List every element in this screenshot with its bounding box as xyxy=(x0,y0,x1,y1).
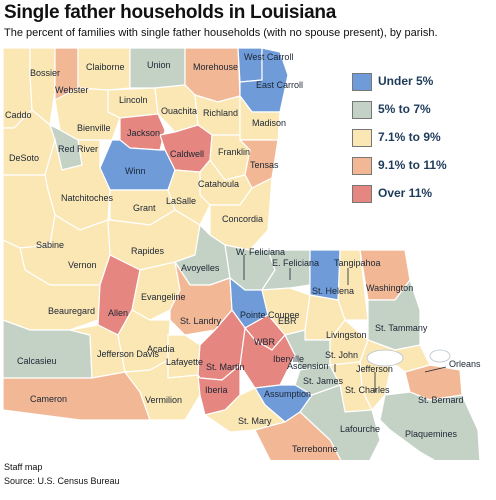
label-ebr: EBR xyxy=(278,316,297,326)
label-ascension: Ascension xyxy=(287,361,329,371)
label-winn: Winn xyxy=(125,166,146,176)
label-rapides: Rapides xyxy=(131,246,165,256)
lakes-layer xyxy=(366,349,451,367)
label-beauregard: Beauregard xyxy=(48,306,95,316)
label-evangeline: Evangeline xyxy=(141,292,186,302)
label-caddo: Caddo xyxy=(5,110,32,120)
label-bossier: Bossier xyxy=(30,68,60,78)
legend-swatch xyxy=(352,73,372,91)
legend-item-5-to-7: 5% to 7% xyxy=(352,98,492,126)
label-catahoula: Catahoula xyxy=(198,179,239,189)
label-livingston: Livingston xyxy=(326,330,367,340)
legend-label: Over 11% xyxy=(378,186,433,200)
label-red-river: Red River xyxy=(58,144,98,154)
label-franklin: Franklin xyxy=(218,147,250,157)
parish-labels: Caddo Bossier Webster Claiborne Union Mo… xyxy=(5,52,481,454)
label-richland: Richland xyxy=(203,108,238,118)
label-st-james: St. James xyxy=(303,376,344,386)
legend-label: Under 5% xyxy=(378,74,434,88)
leader-orleans xyxy=(424,366,447,373)
legend-item-over-11: Over 11% xyxy=(352,182,492,210)
label-st-charles: St. Charles xyxy=(345,385,390,395)
label-terrebonne: Terrebonne xyxy=(292,444,338,454)
label-morehouse: Morehouse xyxy=(193,62,238,72)
label-union: Union xyxy=(147,60,171,70)
label-tensas: Tensas xyxy=(250,160,279,170)
label-concordia: Concordia xyxy=(222,214,263,224)
label-allen: Allen xyxy=(108,308,128,318)
legend-item-under-5: Under 5% xyxy=(352,70,492,98)
label-west-carroll: West Carroll xyxy=(244,52,293,62)
legend-swatch xyxy=(352,157,372,175)
label-plaquemines: Plaquemines xyxy=(405,429,458,439)
label-wbr: WBR xyxy=(254,337,275,347)
parish-sabine xyxy=(2,174,56,249)
legend-item-7-to-9: 7.1% to 9% xyxy=(352,126,492,154)
label-lasalle: LaSalle xyxy=(166,196,196,206)
legend-label: 7.1% to 9% xyxy=(378,130,441,144)
label-st-john: St. John xyxy=(325,350,358,360)
parish-plaquemines xyxy=(379,391,481,460)
parish-cameron xyxy=(2,371,151,421)
label-st-martin: St. Martin xyxy=(206,362,245,372)
label-sabine: Sabine xyxy=(36,240,64,250)
lake-pontchartrain xyxy=(366,349,404,367)
legend-swatch xyxy=(352,101,372,119)
label-jackson: Jackson xyxy=(127,128,160,138)
label-tangipahoa: Tangipahoa xyxy=(334,258,381,268)
parish-st-mary xyxy=(203,387,287,433)
legend-label: 5% to 7% xyxy=(378,102,431,116)
label-acadia: Acadia xyxy=(147,344,175,354)
label-natchitoches: Natchitoches xyxy=(61,193,114,203)
legend-swatch xyxy=(352,129,372,147)
lake-borgne xyxy=(429,349,451,363)
label-w-feliciana: W. Feliciana xyxy=(236,247,285,257)
label-jefferson: Jefferson xyxy=(356,364,393,374)
label-iberia: Iberia xyxy=(205,385,228,395)
label-east-carroll: East Carroll xyxy=(256,80,303,90)
source-credit: Source: U.S. Census Bureau xyxy=(4,476,120,486)
label-vernon: Vernon xyxy=(68,260,97,270)
label-lafourche: Lafourche xyxy=(340,424,380,434)
legend-label: 9.1% to 11% xyxy=(378,158,447,172)
label-washington: Washington xyxy=(366,283,413,293)
label-claiborne: Claiborne xyxy=(86,62,125,72)
label-st-helena: St. Helena xyxy=(312,286,354,296)
label-jefferson-davis: Jefferson Davis xyxy=(97,349,159,359)
label-st-mary: St. Mary xyxy=(238,416,272,426)
label-avoyelles: Avoyelles xyxy=(181,263,220,273)
label-e-feliciana: E. Feliciana xyxy=(272,258,319,268)
label-cameron: Cameron xyxy=(30,394,67,404)
louisiana-map: Caddo Bossier Webster Claiborne Union Mo… xyxy=(2,47,481,460)
label-madison: Madison xyxy=(252,118,286,128)
label-vermilion: Vermilion xyxy=(145,395,182,405)
label-ouachita: Ouachita xyxy=(161,106,197,116)
label-bienville: Bienville xyxy=(77,123,111,133)
label-caldwell: Caldwell xyxy=(170,149,204,159)
label-grant: Grant xyxy=(133,203,156,213)
staff-credit: Staff map xyxy=(4,462,43,472)
label-st-landry: St. Landry xyxy=(180,316,222,326)
label-calcasieu: Calcasieu xyxy=(17,356,57,366)
label-assumption: Assumption xyxy=(264,389,311,399)
label-st-bernard: St. Bernard xyxy=(418,395,464,405)
label-pointe-coupee: Pointe Coupee xyxy=(240,310,300,320)
leader-lines xyxy=(243,255,447,392)
legend: Under 5% 5% to 7% 7.1% to 9% 9.1% to 11%… xyxy=(352,70,492,210)
label-st-tammany: St. Tammany xyxy=(375,323,428,333)
legend-swatch xyxy=(352,185,372,203)
label-lincoln: Lincoln xyxy=(119,95,148,105)
label-webster: Webster xyxy=(55,85,88,95)
map-subtitle: The percent of families with single fath… xyxy=(4,27,438,39)
label-lafayette: Lafayette xyxy=(166,357,203,367)
legend-item-9-to-11: 9.1% to 11% xyxy=(352,154,492,182)
label-iberville: Iberville xyxy=(273,354,304,364)
label-orleans: Orleans xyxy=(449,359,481,369)
parish-terrebonne xyxy=(254,411,342,460)
map-title: Single father households in Louisiana xyxy=(4,2,336,23)
label-desoto: DeSoto xyxy=(9,153,39,163)
